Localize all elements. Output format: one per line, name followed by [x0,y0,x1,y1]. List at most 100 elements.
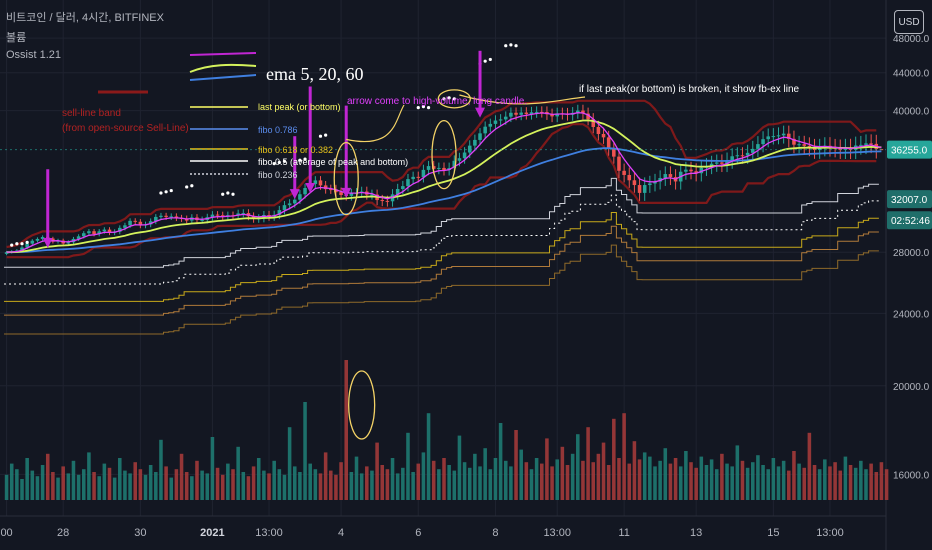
time-tick-label: 8 [492,527,498,539]
candle [406,173,410,192]
volume-bar [411,472,415,500]
volume-indicator-label[interactable]: 볼륨 [6,32,27,44]
volume-bar [81,469,86,500]
candle [313,176,318,189]
volume-bar [586,427,590,500]
candle-body [617,156,621,171]
candle [159,212,163,220]
peak-mark [190,184,194,188]
currency-button[interactable]: USD [894,10,924,34]
candle-body [756,144,760,149]
volume-bar [143,474,148,500]
candle [524,107,529,120]
peak-mark [488,57,492,62]
volume-bar [792,451,796,500]
candle [627,167,632,188]
ossist-indicator-label[interactable]: Ossist 1.21 [6,49,62,61]
volume-bar [478,466,482,500]
candle [107,227,112,236]
candle [138,219,143,229]
volume-bar [869,463,873,500]
candle-body [401,186,405,190]
volume-bar [740,460,745,500]
time-axis[interactable]: 00 28 30 2021 13:00 4 6 8 13:00 11 13 15 13:00 [0,527,843,539]
candle-body [509,112,513,117]
volume-bar [200,470,204,500]
candle [617,149,621,179]
peak-note-callout [459,94,586,105]
candle-body [385,200,390,202]
volume-bar [66,473,71,500]
price-axis[interactable]: 48000.0 44000.0 40000.0 28000.0 24000.0 20000… [0,34,932,481]
candle [416,171,421,183]
volume-bar [545,438,549,500]
candle-body [859,144,863,146]
candle-body [668,174,673,178]
volume-bar [365,466,369,500]
candle-body [282,205,287,211]
candle [601,127,606,144]
candle-body [395,189,400,195]
volume-bar [164,466,168,500]
peak-mark [509,43,513,47]
peak-mark [442,97,446,101]
candle-body [92,231,96,235]
legend-swatch-ema5 [189,52,257,56]
price-tick-label: 48000.0 [893,34,930,45]
candle [282,200,287,215]
peak-mark [20,242,24,246]
candle-body [349,193,354,196]
volume-bar [833,462,837,500]
candle [473,134,477,152]
symbol-title[interactable]: 비트코인 / 달러, 4시간, BITFINEX [6,12,164,24]
candle [622,163,626,183]
volume-bar [30,470,35,500]
candle [184,215,189,224]
fibo-extra-level [4,244,879,335]
volume-bar [709,459,714,500]
peak-mark [159,191,163,195]
volume-bar [673,458,678,500]
volume-bar [452,470,457,500]
candle-body [581,110,585,114]
candle [653,173,657,192]
candle-body [622,170,626,175]
volume-bar [169,477,174,500]
volume-bar [437,469,441,500]
candle [488,118,493,133]
time-tick-label: 13:00 [255,527,283,539]
candle-body [802,144,807,146]
candle [133,218,138,225]
candle [493,115,498,130]
candle [591,113,596,134]
peak-mark [272,161,276,166]
candle-body [20,247,24,251]
candle [689,161,693,180]
candle [555,107,559,123]
candle-body [864,143,868,145]
volume-arrow [289,136,300,200]
candle-body [97,231,101,235]
candle-body [730,156,734,161]
candle-body [123,225,127,228]
candle [534,106,539,118]
peak-mark [164,190,168,194]
sell-band-lower [6,123,877,259]
volume-bar [334,474,338,500]
candle-body [406,179,410,187]
fibo-5-level [4,194,879,285]
candle-body [467,145,472,153]
volume-bar [617,458,621,500]
candle-body [514,112,518,115]
candle-body [781,133,786,136]
candle-body [642,185,647,193]
volume-bar [776,466,781,500]
candle-body [596,126,601,134]
price-label-bg [887,211,932,230]
peak-marks [10,43,518,247]
volume-bar [622,413,626,500]
candle [766,128,770,148]
candle [323,180,328,194]
candle [812,138,817,159]
